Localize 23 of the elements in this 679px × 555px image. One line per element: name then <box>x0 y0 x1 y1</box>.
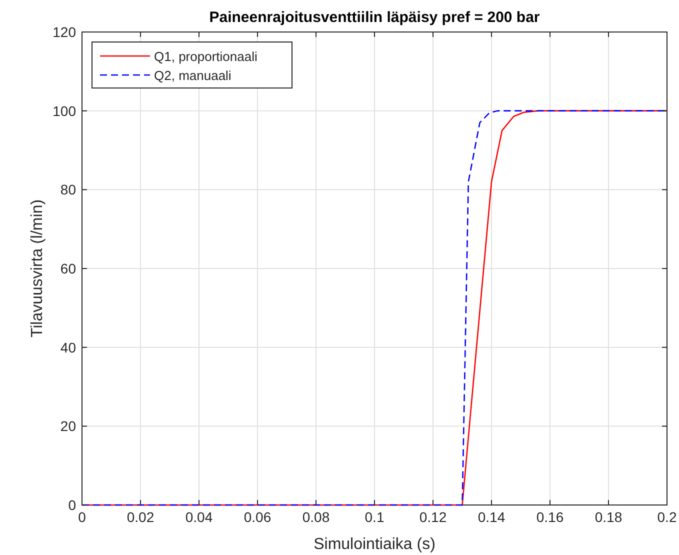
legend-label: Q1, proportionaali <box>154 49 258 64</box>
y-tick-label: 120 <box>52 24 76 40</box>
x-tick-label: 0.1 <box>364 509 384 525</box>
x-tick-label: 0 <box>78 509 86 525</box>
chart-title: Paineenrajoitusventtiilin läpäisy pref = 200 bar <box>209 9 540 26</box>
x-tick-label: 0.14 <box>478 509 506 525</box>
x-tick-label: 0.06 <box>244 509 272 525</box>
x-tick-label: 0.12 <box>419 509 447 525</box>
y-tick-label: 100 <box>52 102 76 119</box>
x-axis-title: Simulointiaika (s) <box>314 536 436 553</box>
y-axis-title: Tilavuusvirta (l/min) <box>29 199 46 338</box>
y-tick-label: 20 <box>60 418 76 434</box>
x-tick-label: 0.04 <box>185 509 213 525</box>
x-tick-label: 0.2 <box>657 509 677 525</box>
x-tick-label: 0.18 <box>594 509 622 525</box>
x-tick-label: 0.16 <box>536 509 564 525</box>
x-tick-label: 0.08 <box>302 509 330 525</box>
x-tick-label: 0.02 <box>126 509 154 525</box>
y-tick-label: 40 <box>60 339 76 356</box>
y-tick-label: 60 <box>60 260 76 276</box>
y-tick-label: 80 <box>60 182 76 198</box>
y-tick-label: 0 <box>68 497 76 513</box>
legend-label: Q2, manuaali <box>154 68 232 83</box>
